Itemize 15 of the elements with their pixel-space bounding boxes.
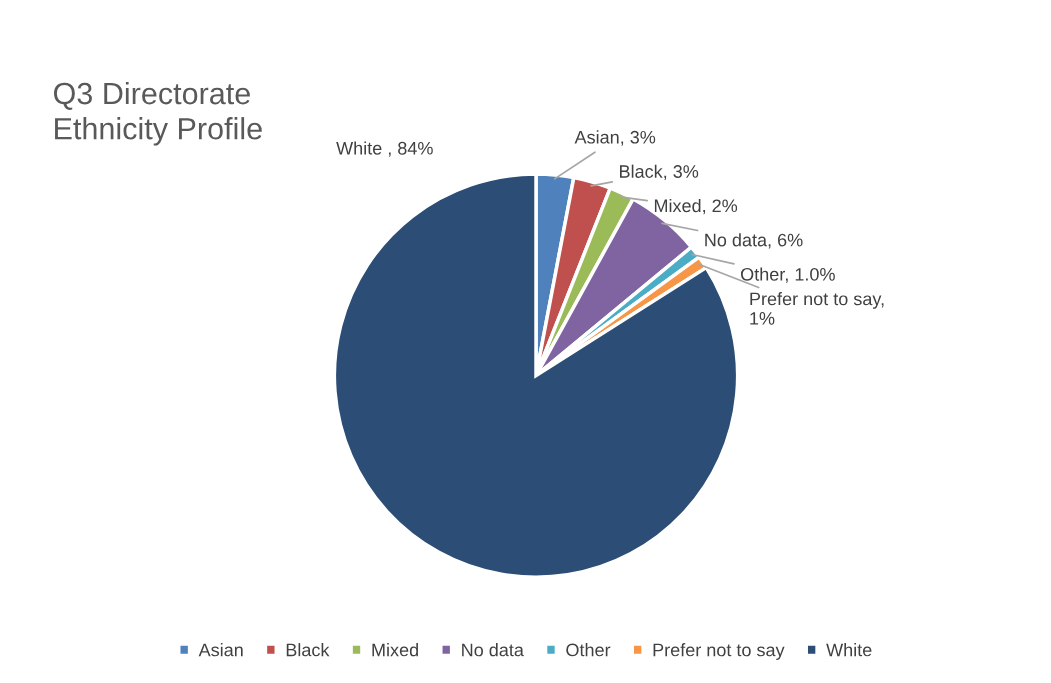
data-label: Mixed, 2% bbox=[654, 198, 738, 215]
legend-label: Asian bbox=[198, 643, 243, 657]
data-label: No data, 6% bbox=[705, 233, 803, 249]
legend-label: Mixed bbox=[372, 643, 418, 657]
data-label: White , 84% bbox=[336, 141, 433, 157]
data-label: Other, 1.0% bbox=[741, 267, 835, 283]
legend-label: Prefer not to say bbox=[653, 643, 785, 660]
legend-label: No data bbox=[462, 643, 524, 657]
data-label: Prefer not to say, 1% bbox=[750, 292, 884, 325]
chart-title: Q3 Directorate Ethnicity Profile bbox=[54, 81, 262, 146]
data-label: Asian, 3% bbox=[574, 130, 656, 146]
data-label: Black, 3% bbox=[620, 164, 699, 181]
legend-label: Other bbox=[566, 643, 611, 657]
legend-label: Black bbox=[286, 643, 330, 657]
legend-label: White bbox=[826, 643, 872, 657]
